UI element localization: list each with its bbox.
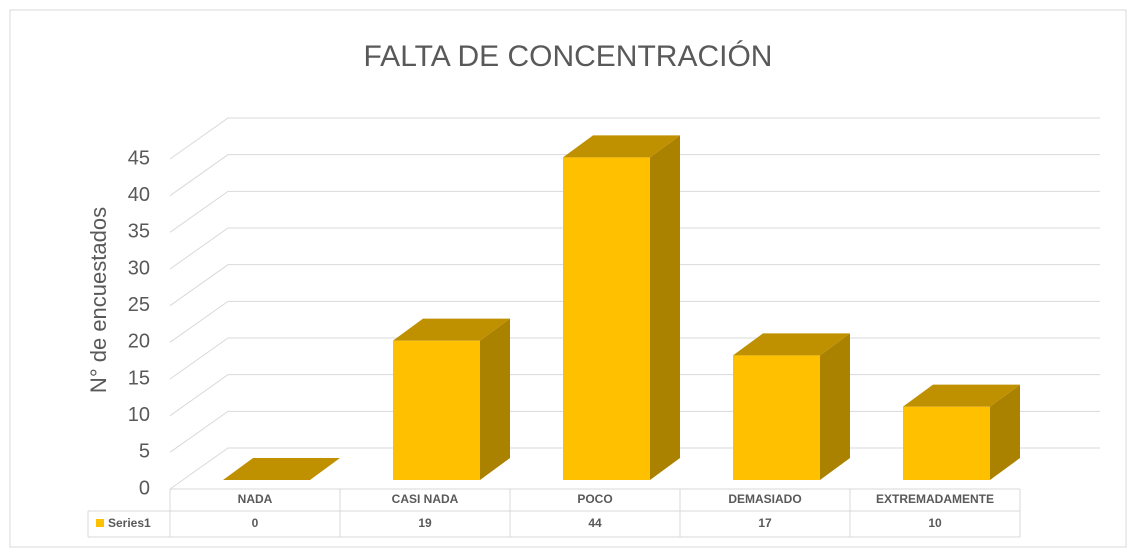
- grid-line: [169, 264, 1100, 307]
- table-value: 19: [418, 516, 432, 530]
- chart-title: FALTA DE CONCENTRACIÓN: [364, 40, 773, 73]
- bar-top: [903, 384, 1020, 407]
- bar: [393, 340, 480, 480]
- bar-side: [820, 333, 850, 480]
- y-tick-label: 35: [128, 221, 150, 243]
- grid-line: [169, 300, 1100, 343]
- bar-side: [480, 318, 510, 480]
- x-tick-label: CASI NADA: [392, 492, 459, 506]
- y-axis-label: N° de encuestados: [86, 207, 111, 393]
- bar-top: [733, 333, 850, 356]
- table-value: 17: [758, 516, 772, 530]
- bar: [733, 355, 820, 480]
- legend-swatch: [96, 519, 104, 527]
- y-tick-label: 5: [139, 441, 150, 463]
- grid-line: [169, 154, 1100, 197]
- y-tick-label: 15: [128, 367, 150, 389]
- bar: [563, 157, 650, 481]
- y-tick-label: 0: [139, 477, 150, 499]
- grid-line: [169, 117, 1100, 160]
- bar-top: [223, 458, 340, 480]
- grid-line: [169, 190, 1100, 233]
- legend-label: Series1: [108, 516, 151, 530]
- x-tick-label: EXTREMADAMENTE: [876, 492, 994, 506]
- bar-top: [393, 318, 510, 341]
- bar-side: [650, 135, 680, 481]
- y-tick-label: 25: [128, 294, 150, 316]
- x-tick-label: NADA: [238, 492, 273, 506]
- grid-line: [169, 227, 1100, 270]
- x-tick-label: DEMASIADO: [728, 492, 801, 506]
- table-value: 44: [588, 516, 602, 530]
- bar-side: [990, 384, 1020, 480]
- table-value: 0: [252, 516, 259, 530]
- y-tick-label: 40: [128, 184, 150, 206]
- x-tick-label: POCO: [577, 492, 612, 506]
- bar: [903, 406, 990, 480]
- y-tick-label: 10: [128, 404, 150, 426]
- y-tick-label: 30: [128, 257, 150, 279]
- bar-top: [563, 135, 680, 158]
- y-tick-label: 45: [128, 147, 150, 169]
- y-tick-label: 20: [128, 331, 150, 353]
- table-value: 10: [928, 516, 942, 530]
